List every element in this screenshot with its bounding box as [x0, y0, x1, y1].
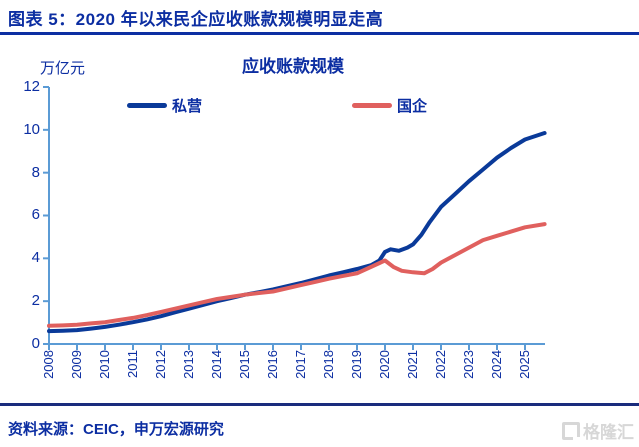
x-tick-label: 2016 [265, 350, 280, 379]
legend-label-private: 私营 [172, 97, 203, 115]
x-tick-label: 2021 [405, 350, 420, 379]
gelonghui-watermark-text: 格隆汇 [583, 423, 634, 442]
x-tick-label: 2010 [97, 350, 112, 379]
chart-title: 应收账款规模 [242, 57, 344, 76]
legend-item-private: 私营 [127, 96, 203, 115]
y-tick-label: 10 [23, 121, 40, 138]
x-tick-label: 2022 [433, 350, 448, 379]
x-tick-label: 2015 [237, 350, 252, 379]
y-tick-label: 6 [31, 206, 40, 223]
x-tick-label: 2025 [517, 350, 532, 379]
x-tick-label: 2013 [181, 350, 196, 379]
x-tick-label: 2024 [489, 350, 504, 379]
y-tick-label: 4 [31, 249, 40, 266]
x-tick-label: 2014 [209, 350, 224, 379]
x-tick-label: 2012 [153, 350, 168, 379]
source-note: 资料来源：CEIC，申万宏源研究 [8, 421, 224, 438]
x-tick-label: 2019 [349, 350, 364, 379]
y-axis-unit-label: 万亿元 [40, 60, 86, 77]
soe-series-line [47, 222, 547, 328]
x-tick-label: 2020 [377, 350, 392, 379]
x-tick-label: 2008 [41, 350, 56, 379]
legend-item-soe: 国企 [352, 96, 428, 115]
private-line-swatch-icon [127, 102, 167, 108]
soe-line-swatch-icon [352, 102, 392, 108]
x-tick-label: 2011 [125, 350, 140, 378]
y-tick-label: 0 [31, 335, 40, 352]
private-series-line [47, 131, 547, 334]
figure-title: 图表 5：2020 年以来民企应收账款规模明显走高 [8, 10, 384, 29]
y-tick-label: 12 [23, 78, 40, 95]
x-tick-label: 2023 [461, 350, 476, 379]
title-underline-rule [0, 32, 639, 35]
x-tick-label: 2009 [69, 350, 84, 379]
x-tick-label: 2018 [321, 350, 336, 379]
y-tick-label: 2 [31, 292, 40, 309]
legend-label-soe: 国企 [397, 97, 428, 115]
footer-rule [0, 403, 639, 406]
x-tick-label: 2017 [293, 350, 308, 379]
y-tick-label: 8 [31, 164, 40, 181]
gelonghui-watermark: 格隆汇 [562, 418, 634, 443]
gelonghui-logo-icon [562, 421, 580, 440]
